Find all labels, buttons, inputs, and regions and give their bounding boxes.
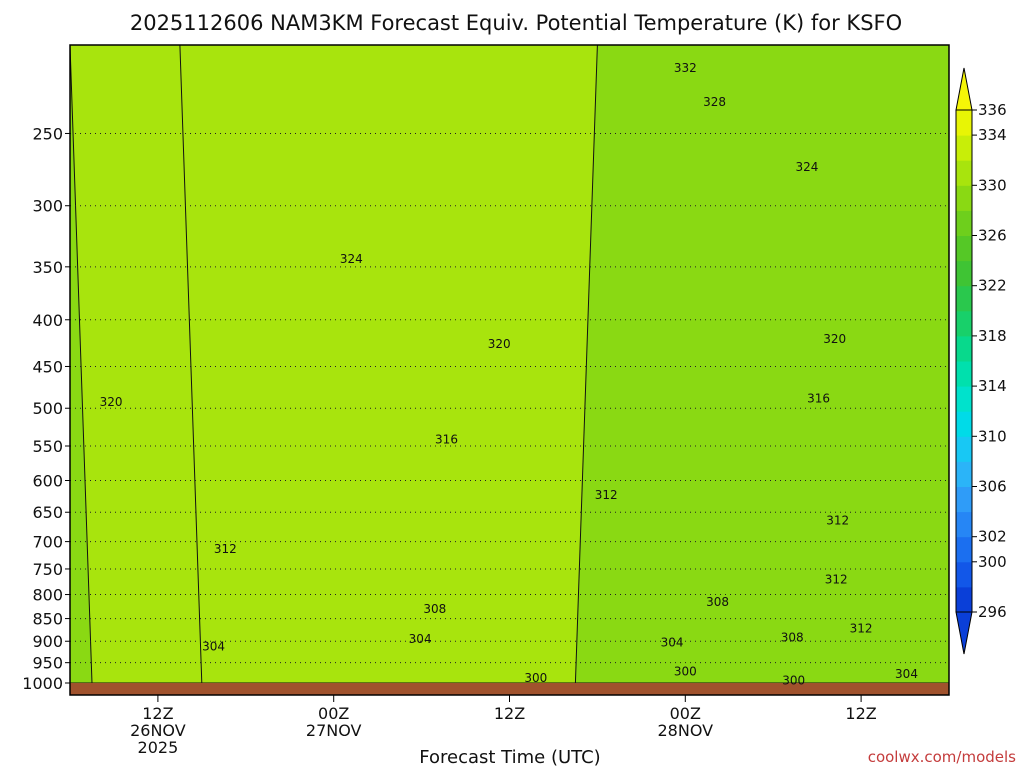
- contour-label-312: 312: [825, 572, 848, 586]
- colorbar-swatch: [956, 135, 972, 161]
- colorbar-swatch: [956, 436, 972, 462]
- colorbar-swatch: [956, 511, 972, 538]
- colorbar-swatch: [956, 536, 972, 563]
- colorbar-swatch: [956, 185, 972, 211]
- colorbar-swatch: [956, 335, 972, 362]
- colorbar-label-326: 326: [978, 227, 1007, 245]
- colorbar-swatch: [956, 386, 972, 412]
- chart-title: 2025112606 NAM3KM Forecast Equiv. Potent…: [130, 11, 902, 35]
- y-tick-label-300: 300: [32, 197, 63, 216]
- contour-label-308: 308: [423, 602, 446, 616]
- colorbar-label-334: 334: [978, 126, 1007, 144]
- colorbar-swatch: [956, 411, 972, 437]
- y-tick-label-700: 700: [32, 533, 63, 552]
- colorbar-swatch: [956, 260, 972, 287]
- colorbar-swatch: [956, 561, 972, 588]
- x-tick-label: 12Z: [142, 704, 173, 723]
- contour-label-312: 312: [214, 542, 237, 556]
- x-tick-label: 2025: [138, 738, 179, 757]
- x-tick-label: 26NOV: [130, 721, 186, 740]
- y-tick-label-800: 800: [32, 586, 63, 605]
- x-tick-label: 12Z: [494, 704, 525, 723]
- colorbar-swatch: [956, 110, 972, 136]
- colorbar-frame: [955, 109, 973, 613]
- colorbar-label-314: 314: [978, 377, 1007, 395]
- x-tick-label: 27NOV: [306, 721, 362, 740]
- colorbar-swatch: [956, 461, 972, 487]
- colorbar-swatch: [956, 210, 972, 236]
- colorbar: 296 300 302 306 310 314 318 322 326 330 334 336: [955, 67, 1007, 655]
- y-tick-label-1000: 1000: [22, 674, 63, 693]
- plot-area: [70, 45, 949, 695]
- colorbar-swatch: [956, 235, 972, 262]
- colorbar-label-322: 322: [978, 277, 1007, 295]
- contour-label-308: 308: [781, 631, 804, 645]
- contour-label-304: 304: [202, 639, 225, 653]
- contour-label-320: 320: [823, 332, 846, 346]
- colorbar-swatch: [956, 160, 972, 186]
- y-axis-ticks: 250 300 350 400 450 500 550 600 650 700 750 800 850 9…: [22, 124, 70, 693]
- contour-label-300: 300: [782, 674, 805, 688]
- colorbar-label-318: 318: [978, 327, 1007, 345]
- colorbar-extend-bottom: [955, 611, 973, 655]
- contour-label-316: 316: [435, 432, 458, 446]
- ground-strip: [70, 683, 949, 695]
- contour-label-316: 316: [807, 392, 830, 406]
- contour-labels: 332 328 324 324 320 320 320 316 316 312 312 312 312 3…: [100, 61, 918, 688]
- contour-label-312: 312: [826, 514, 849, 528]
- colorbar-swatch: [956, 310, 972, 337]
- contour-label-320: 320: [488, 337, 511, 351]
- y-tick-label-550: 550: [32, 437, 63, 456]
- y-tick-label-600: 600: [32, 472, 63, 491]
- colorbar-label-330: 330: [978, 176, 1007, 194]
- contour-label-304: 304: [409, 632, 432, 646]
- contour-label-332: 332: [674, 61, 697, 75]
- x-tick-label: 12Z: [845, 704, 876, 723]
- colorbar-label-336: 336: [978, 101, 1007, 119]
- x-tick-label: 00Z: [318, 704, 349, 723]
- y-tick-label-900: 900: [32, 632, 63, 651]
- y-tick-label-650: 650: [32, 503, 63, 522]
- colorbar-label-300: 300: [978, 553, 1007, 571]
- colorbar-swatch: [956, 285, 972, 312]
- contour-label-324: 324: [795, 160, 818, 174]
- y-tick-label-850: 850: [32, 610, 63, 629]
- contour-label-328: 328: [703, 95, 726, 109]
- colorbar-label-306: 306: [978, 478, 1007, 496]
- y-tick-label-750: 750: [32, 560, 63, 579]
- contour-label-324: 324: [340, 252, 363, 266]
- colorbar-swatch: [956, 486, 972, 513]
- contour-label-304: 304: [661, 636, 684, 650]
- contour-label-300: 300: [524, 671, 547, 685]
- y-tick-label-350: 350: [32, 258, 63, 277]
- color-bands: [70, 45, 949, 695]
- x-axis-label: Forecast Time (UTC): [419, 747, 600, 768]
- x-tick-label: 28NOV: [658, 721, 714, 740]
- credit-text: coolwx.com/models: [868, 748, 1016, 766]
- y-tick-label-500: 500: [32, 399, 63, 418]
- y-tick-label-450: 450: [32, 357, 63, 376]
- colorbar-extend-top: [955, 67, 973, 111]
- colorbar-label-310: 310: [978, 427, 1007, 445]
- contour-label-320: 320: [100, 395, 123, 409]
- colorbar-label-296: 296: [978, 603, 1007, 621]
- colorbar-swatch: [956, 586, 972, 613]
- contour-label-300: 300: [674, 665, 697, 679]
- x-tick-label: 00Z: [670, 704, 701, 723]
- colorbar-swatch: [956, 361, 972, 387]
- contour-label-312: 312: [595, 488, 618, 502]
- contour-label-308: 308: [706, 595, 729, 609]
- y-tick-label-250: 250: [32, 124, 63, 143]
- contour-label-304: 304: [895, 667, 918, 681]
- y-tick-label-400: 400: [32, 311, 63, 330]
- y-tick-label-950: 950: [32, 654, 63, 673]
- contour-label-312: 312: [850, 622, 873, 636]
- colorbar-label-302: 302: [978, 528, 1007, 546]
